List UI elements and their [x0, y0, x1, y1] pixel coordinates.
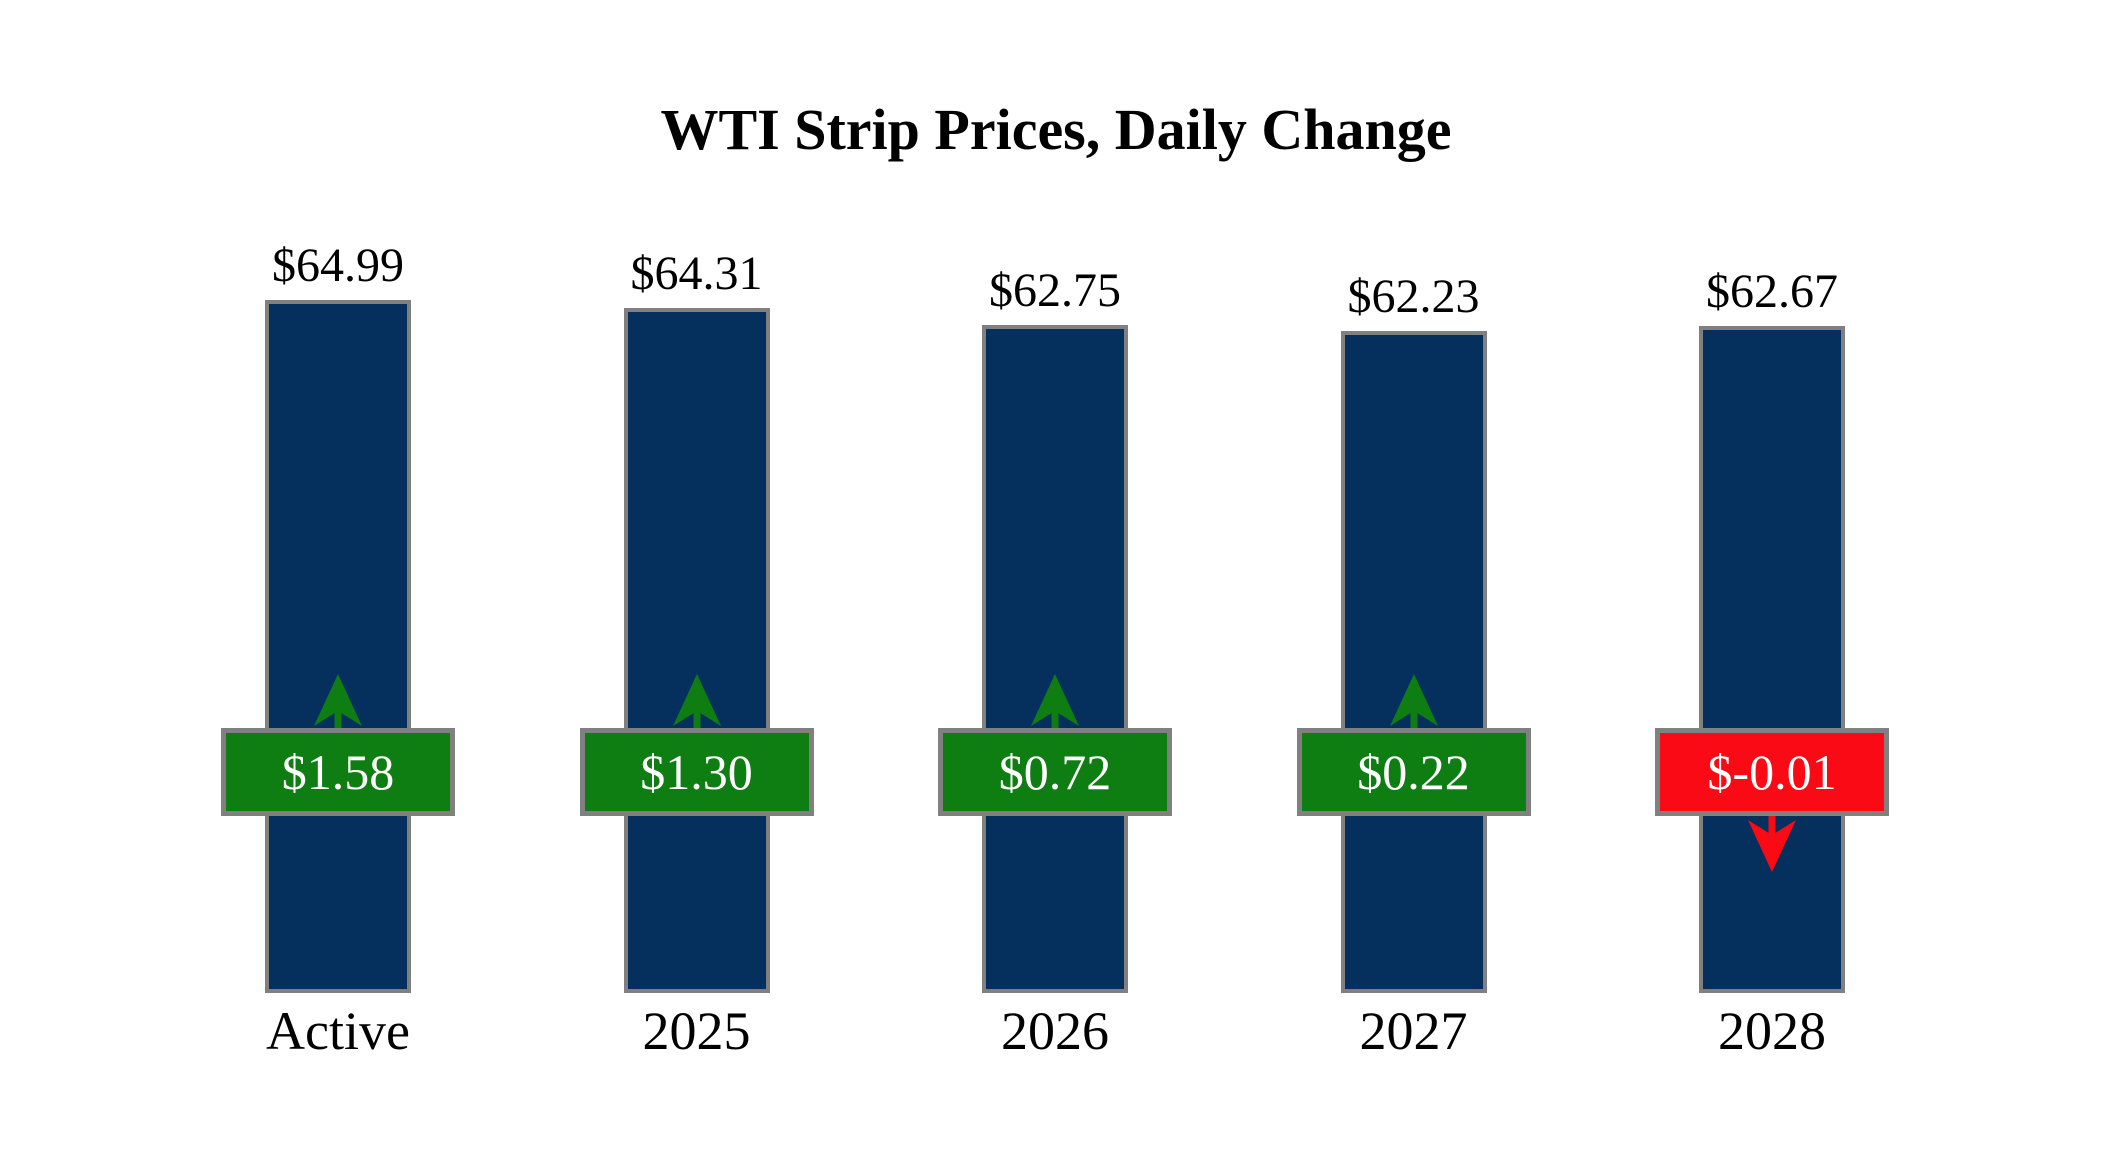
- change-badge: $1.58: [221, 728, 455, 816]
- change-label: $0.22: [1357, 744, 1470, 800]
- up-arrow-icon: [1027, 674, 1083, 732]
- category-label: 2025: [642, 1001, 751, 1061]
- category-label: Active: [266, 1001, 410, 1061]
- change-label: $0.72: [998, 744, 1112, 800]
- change-badge: $-0.01: [1655, 728, 1889, 816]
- change-label: $1.30: [640, 744, 753, 800]
- bar-column-2027: $62.23 $0.22 2027: [1254, 0, 1574, 1152]
- up-arrow-icon: [310, 674, 366, 732]
- category-label: 2028: [1718, 1001, 1826, 1061]
- bar-column-2026: $62.75 $0.72 2026: [895, 0, 1215, 1152]
- price-label: $62.23: [1347, 270, 1480, 323]
- change-badge: $0.72: [938, 728, 1172, 816]
- change-badge: $1.30: [579, 728, 814, 816]
- chart-title: WTI Strip Prices, Daily Change: [660, 97, 1452, 162]
- down-arrow-icon: [1744, 814, 1800, 874]
- price-bar: [1340, 331, 1487, 993]
- change-badge: $0.22: [1296, 728, 1531, 816]
- bar-column-active: $64.99 $1.58 Active: [178, 0, 498, 1152]
- change-label: $-0.01: [1707, 744, 1837, 800]
- change-label: $1.58: [281, 744, 395, 800]
- bar-column-2025: $64.31 $1.30 2025: [537, 0, 857, 1152]
- up-arrow-icon: [1386, 674, 1442, 732]
- price-bar: [265, 300, 411, 993]
- price-label: $64.99: [272, 239, 404, 292]
- category-label: 2027: [1359, 1001, 1468, 1061]
- bar-column-2028: $62.67 $-0.01 2028: [1612, 0, 1932, 1152]
- price-bar: [982, 325, 1128, 993]
- price-bar: [1699, 326, 1845, 993]
- price-label: $64.31: [630, 247, 763, 300]
- up-arrow-icon: [669, 674, 725, 732]
- price-label: $62.75: [989, 264, 1121, 317]
- price-bar: [623, 308, 770, 993]
- price-label: $62.67: [1706, 265, 1838, 318]
- category-label: 2026: [1001, 1001, 1109, 1061]
